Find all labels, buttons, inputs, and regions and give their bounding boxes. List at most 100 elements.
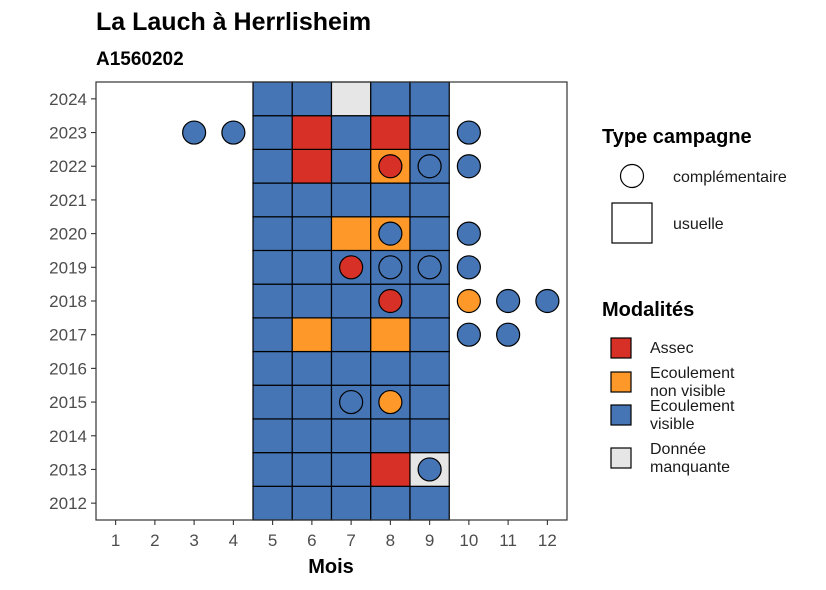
cell-2016-9 <box>409 350 450 386</box>
cell-2017-7 <box>330 317 372 353</box>
point-2019-10 <box>456 255 481 280</box>
legend-label-usuelle: usuelle <box>673 216 724 233</box>
complementary-points <box>182 120 560 482</box>
cell-2021-5 <box>252 182 293 218</box>
cell-2015-5 <box>252 384 293 420</box>
point-2022-9 <box>417 154 442 179</box>
y-tick-label-2019: 2019 <box>49 258 87 277</box>
x-axis-label: Mois <box>308 556 354 578</box>
point-2023-3 <box>182 120 207 145</box>
chart-title: La Lauch à Herrlisheim <box>96 8 371 36</box>
legend-modalites-title: Modalités <box>602 299 694 321</box>
cell-2012-9 <box>409 485 450 521</box>
cell-2024-8 <box>370 81 411 117</box>
cell-2014-6 <box>291 418 333 454</box>
cell-2016-7 <box>330 350 372 386</box>
legend-label-donnee-manquante: Donnée manquante <box>650 441 730 476</box>
legend-label-ecoulement-non-visible: Ecoulement non visible <box>650 365 735 400</box>
heatmap-cells <box>252 81 450 521</box>
y-tick-label-2015: 2015 <box>49 393 87 412</box>
y-tick-label-2016: 2016 <box>49 359 87 378</box>
cell-2012-7 <box>330 485 372 521</box>
cell-2023-7 <box>330 115 372 150</box>
cell-2013-5 <box>252 452 293 487</box>
point-2015-8 <box>378 389 403 415</box>
cell-2017-6 <box>291 317 333 353</box>
cell-2021-6 <box>291 182 333 218</box>
cell-2020-9 <box>409 216 450 252</box>
point-2017-10 <box>456 322 481 347</box>
legend-key-donnee-manquante <box>610 447 632 469</box>
chart-subtitle: A1560202 <box>96 49 184 70</box>
x-tick-label-4: 4 <box>229 531 238 550</box>
cell-2015-9 <box>409 384 450 420</box>
point-2015-7 <box>339 389 364 415</box>
cell-2012-5 <box>252 485 293 521</box>
cell-2021-7 <box>330 182 372 218</box>
x-tick-label-10: 10 <box>459 531 478 550</box>
point-2018-8 <box>378 288 403 314</box>
cell-2022-5 <box>252 148 293 184</box>
cell-2013-6 <box>291 452 333 487</box>
cell-2020-5 <box>252 216 293 252</box>
cell-2013-8 <box>370 452 411 487</box>
cell-2018-9 <box>409 283 450 319</box>
point-2018-12 <box>535 288 560 314</box>
x-tick-label-12: 12 <box>538 531 557 550</box>
point-2020-8 <box>378 221 403 246</box>
x-tick-label-3: 3 <box>189 531 198 550</box>
cell-2017-8 <box>370 317 411 353</box>
cell-2022-7 <box>330 148 372 184</box>
legend-type-title: Type campagne <box>602 126 752 148</box>
y-tick-label-2013: 2013 <box>49 460 87 479</box>
cell-2016-5 <box>252 350 293 386</box>
legend-label-ecoulement-visible: Ecoulement visible <box>650 398 735 433</box>
y-tick-label-2018: 2018 <box>49 292 87 311</box>
cell-2018-5 <box>252 283 293 319</box>
x-axis: 1 2 3 4 5 6 7 8 9 10 11 12 <box>111 520 557 550</box>
legend-key-complementaire <box>619 163 645 189</box>
cell-2021-9 <box>409 182 450 218</box>
legend-label-assec: Assec <box>650 340 694 357</box>
point-2019-8 <box>378 255 403 280</box>
cell-2018-6 <box>291 283 333 319</box>
x-tick-label-11: 11 <box>499 531 517 550</box>
legend-type-campagne: Type campagne complémentaire usuelle <box>602 126 787 244</box>
legend-key-ecoulement-non-visible <box>610 371 632 393</box>
y-tick-label-2017: 2017 <box>49 326 87 345</box>
point-2022-10 <box>456 154 481 179</box>
point-2013-9 <box>417 457 442 482</box>
point-2018-10 <box>456 288 481 314</box>
cell-2015-6 <box>291 384 333 420</box>
y-axis: 2012 2013 2014 2015 2016 2017 2018 2019 2020 2021… <box>49 90 96 513</box>
cell-2019-6 <box>291 249 333 285</box>
cell-2019-5 <box>252 249 293 285</box>
cell-2012-6 <box>291 485 333 521</box>
x-tick-label-9: 9 <box>425 531 434 550</box>
legend-modalites: Modalités Assec Ecoulement non visibleEcou… <box>602 299 735 476</box>
x-tick-label-5: 5 <box>268 531 277 550</box>
cell-2023-6 <box>291 115 333 150</box>
cell-2016-8 <box>370 350 411 386</box>
cell-2014-7 <box>330 418 372 454</box>
cell-2014-9 <box>409 418 450 454</box>
y-tick-label-2012: 2012 <box>49 494 87 513</box>
cell-2023-5 <box>252 115 293 150</box>
cell-2014-5 <box>252 418 293 454</box>
y-tick-label-2024: 2024 <box>49 90 87 109</box>
legend-key-ecoulement-visible <box>610 404 632 426</box>
cell-2023-9 <box>409 115 450 150</box>
cell-2017-5 <box>252 317 293 353</box>
point-2019-7 <box>339 255 364 280</box>
point-2018-11 <box>496 288 521 314</box>
cell-2017-9 <box>409 317 450 353</box>
cell-2020-7 <box>330 216 372 252</box>
point-2017-11 <box>496 322 521 347</box>
y-tick-label-2023: 2023 <box>49 124 87 143</box>
y-tick-label-2020: 2020 <box>49 225 87 244</box>
cell-2024-6 <box>291 81 333 117</box>
cell-2014-8 <box>370 418 411 454</box>
point-2022-8 <box>378 154 403 179</box>
legend-key-usuelle <box>611 202 653 244</box>
